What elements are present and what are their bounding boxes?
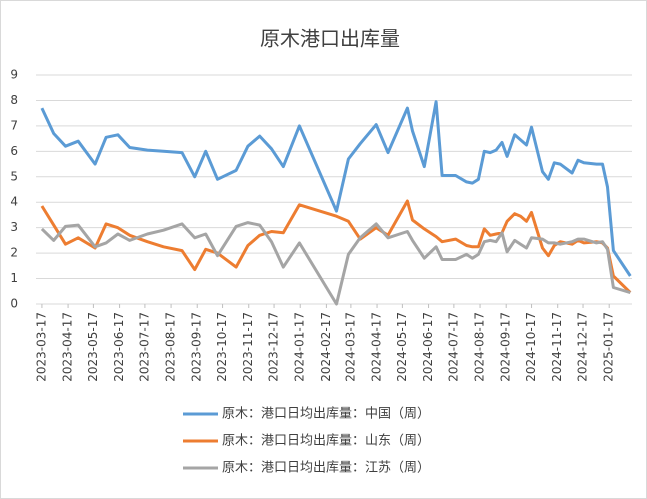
chart-title: 原木港口出库量 [260,27,400,51]
x-tick-label: 2025-01-17 [602,312,616,382]
x-tick-label: 2024-01-17 [293,312,307,382]
y-tick-label: 9 [10,68,18,82]
x-tick-label: 2023-06-17 [112,312,126,382]
y-tick-label: 2 [10,246,18,260]
x-tick-label: 2024-06-17 [421,312,435,382]
x-tick-label: 2023-07-17 [137,312,151,382]
y-tick-label: 0 [10,297,18,311]
x-tick-label: 2024-09-17 [499,312,513,382]
series-line [40,100,632,277]
x-tick-label: 2023-12-17 [267,312,281,382]
y-tick-label: 5 [10,169,18,183]
legend-text: 原木：港口日均出库量：山东（周） [222,433,430,449]
x-tick-label: 2024-08-17 [473,312,487,382]
legend-text: 原木：港口日均出库量：中国（周） [222,406,430,422]
y-tick-label: 8 [10,93,18,107]
x-tick-label: 2023-09-17 [190,312,204,382]
series-line [40,221,631,306]
y-tick-label: 4 [10,195,18,209]
y-tick-label: 6 [10,144,18,158]
x-tick-label: 2024-07-17 [446,312,460,382]
x-tick-label: 2024-04-17 [370,312,384,382]
x-tick-label: 2023-03-17 [34,312,48,382]
x-tick-label: 2024-03-17 [343,312,357,382]
y-tick-label: 3 [10,220,18,234]
x-tick-label: 2023-04-17 [61,312,75,382]
x-tick-label: 2024-10-17 [524,312,538,382]
y-tick-label: 1 [10,271,18,285]
x-tick-label: 2023-05-17 [86,312,100,382]
y-tick-label: 7 [10,118,18,132]
x-tick-label: 2023-11-17 [241,312,255,382]
series-line [40,199,632,294]
x-tick-label: 2024-12-17 [576,312,590,382]
x-tick-label: 2023-10-17 [215,312,229,382]
x-tick-label: 2023-08-17 [164,312,178,382]
legend-text: 原木：港口日均出库量：江苏（周） [222,460,430,476]
x-tick-label: 2024-02-17 [319,312,333,382]
x-tick-label: 2024-05-17 [395,312,409,382]
x-tick-label: 2024-11-17 [550,312,564,382]
